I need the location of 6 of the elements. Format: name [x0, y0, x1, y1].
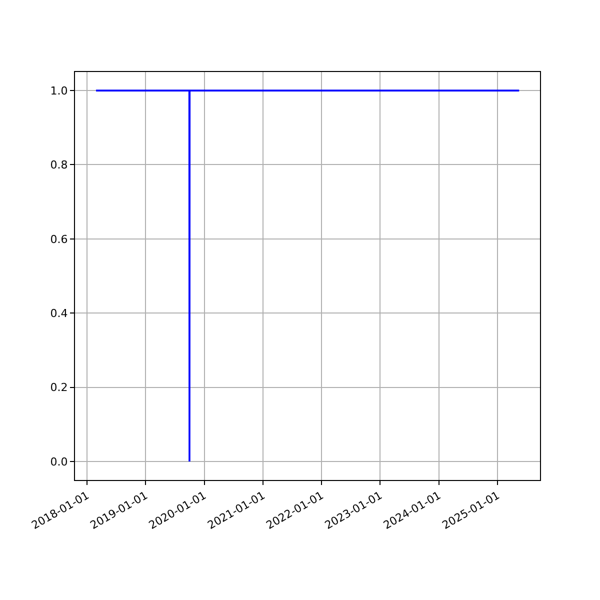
y-tick-label: 0.8 — [50, 158, 68, 172]
y-tick-label: 0.4 — [50, 306, 68, 320]
y-tick-label: 0.6 — [50, 232, 68, 246]
y-tick-label: 0.2 — [50, 381, 68, 394]
y-tick-label: 1.0 — [50, 84, 68, 98]
y-tick-label: 0.0 — [50, 455, 68, 468]
